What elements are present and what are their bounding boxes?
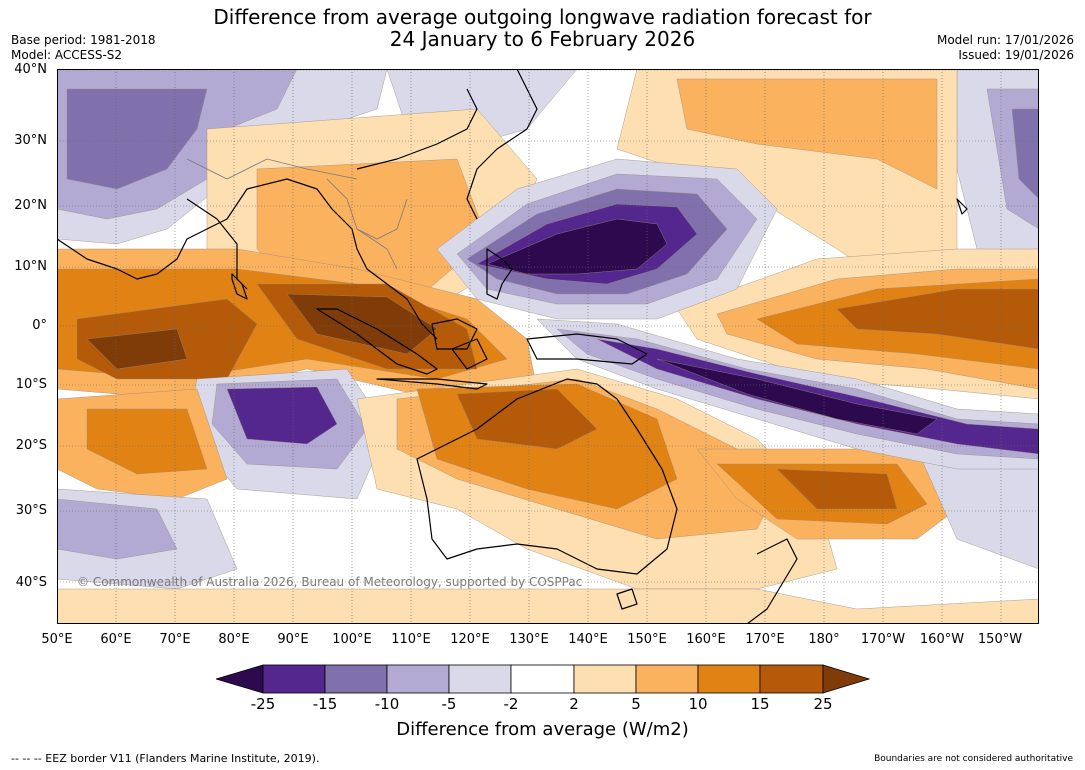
lat-label-10n: 10°N bbox=[14, 259, 47, 274]
colorbar-swatch-3 bbox=[386, 664, 450, 694]
lon-label-110e: 110°E bbox=[391, 632, 431, 647]
title-line-1: Difference from average outgoing longwav… bbox=[213, 5, 872, 29]
issued-date: Issued: 19/01/2026 bbox=[958, 48, 1074, 62]
lat-label-40n: 40°N bbox=[14, 62, 47, 77]
colorbar-swatch-6 bbox=[573, 664, 637, 694]
lon-label-160w: 160°W bbox=[919, 632, 965, 647]
lon-label-150e: 150°E bbox=[627, 632, 667, 647]
base-period: Base period: 1981-2018 bbox=[11, 33, 156, 47]
colorbar-tick-label: -25 bbox=[250, 695, 276, 713]
colorbar-tick-label: 15 bbox=[750, 695, 770, 713]
copyright-notice: © Commonwealth of Australia 2026, Bureau… bbox=[77, 575, 582, 589]
colorbar-tick-label: -5 bbox=[441, 695, 457, 713]
colorbar-arrow-right bbox=[822, 664, 870, 694]
lon-label-150w: 150°W bbox=[977, 632, 1023, 647]
lon-label-60e: 60°E bbox=[100, 632, 132, 647]
graticule bbox=[57, 69, 1039, 624]
lon-label-80e: 80°E bbox=[218, 632, 250, 647]
title-line-2: 24 January to 6 February 2026 bbox=[389, 27, 696, 51]
colorbar-arrow-left bbox=[216, 664, 264, 694]
lon-label-90e: 90°E bbox=[277, 632, 309, 647]
lon-label-120e: 120°E bbox=[450, 632, 490, 647]
colorbar-swatch-9 bbox=[759, 664, 824, 694]
colorbar-tick-label: 2 bbox=[569, 695, 579, 713]
lat-label-30n: 30°N bbox=[14, 133, 47, 148]
colorbar-tick-label: -10 bbox=[374, 695, 400, 713]
colorbar-swatch-2 bbox=[324, 664, 388, 694]
country-borders bbox=[186, 158, 408, 270]
olr-anomaly-map: © Commonwealth of Australia 2026, Bureau… bbox=[57, 69, 1039, 624]
anomaly-shading bbox=[57, 69, 1039, 624]
lat-label-40s: 40°S bbox=[15, 575, 47, 590]
lon-label-160e: 160°E bbox=[686, 632, 726, 647]
coastlines bbox=[57, 69, 968, 624]
eez-legend: -- -- -- EEZ border V11 (Flanders Marine… bbox=[11, 752, 320, 765]
lat-label-10s: 10°S bbox=[15, 377, 47, 392]
lon-label-170e: 170°E bbox=[745, 632, 785, 647]
lat-label-20n: 20°N bbox=[14, 198, 47, 213]
colorbar-swatch-5 bbox=[510, 664, 575, 694]
colorbar-tick-label: 5 bbox=[631, 695, 641, 713]
colorbar-swatch-1 bbox=[262, 664, 326, 694]
lon-label-100e: 100°E bbox=[332, 632, 372, 647]
model-run: Model run: 17/01/2026 bbox=[936, 33, 1074, 47]
colorbar-tick-label: 25 bbox=[813, 695, 833, 713]
lon-label-140e: 140°E bbox=[568, 632, 608, 647]
lon-label-50e: 50°E bbox=[41, 632, 73, 647]
lon-label-170w: 170°W bbox=[860, 632, 906, 647]
colorbar-tick-label: 10 bbox=[688, 695, 708, 713]
lat-label-20s: 20°S bbox=[15, 438, 47, 453]
lat-label-30s: 30°S bbox=[15, 503, 47, 518]
colorbar-title: Difference from average (W/m2) bbox=[396, 719, 689, 740]
lon-label-180: 180° bbox=[808, 632, 840, 647]
colorbar bbox=[216, 664, 870, 694]
colorbar-tick-label: -15 bbox=[312, 695, 338, 713]
colorbar-swatch-8 bbox=[697, 664, 761, 694]
colorbar-swatch-7 bbox=[635, 664, 699, 694]
lon-label-130e: 130°E bbox=[509, 632, 549, 647]
lon-label-70e: 70°E bbox=[159, 632, 191, 647]
model-name: Model: ACCESS-S2 bbox=[11, 48, 123, 62]
boundary-disclaimer: Boundaries are not considered authoritat… bbox=[874, 754, 1073, 764]
colorbar-tick-label: -2 bbox=[503, 695, 519, 713]
lat-label-0: 0° bbox=[32, 318, 47, 333]
colorbar-swatch-4 bbox=[448, 664, 512, 694]
